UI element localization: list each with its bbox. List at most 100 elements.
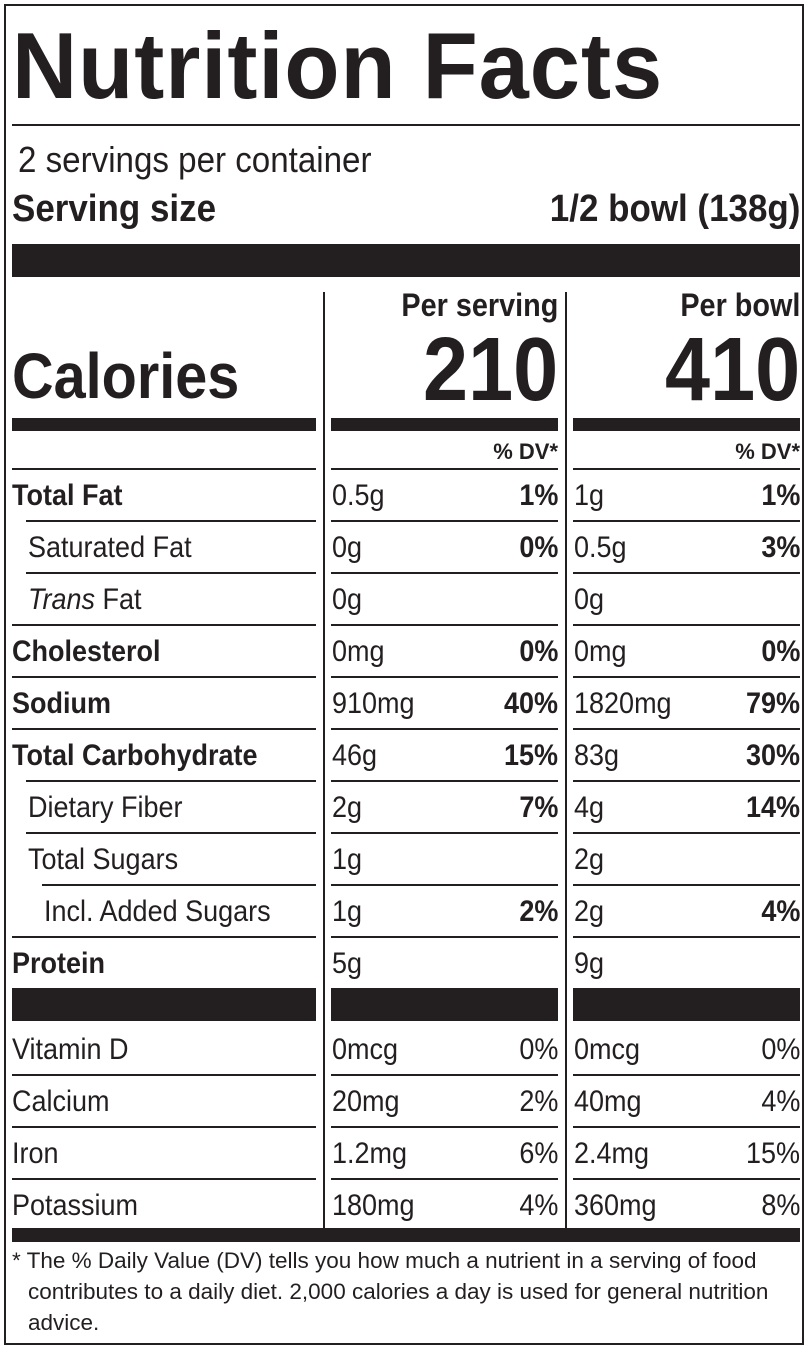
row-divider-bowl: [573, 780, 800, 782]
vitamin-serving-dv: 2%: [518, 1085, 558, 1118]
nutrient-label: Incl. Added Sugars: [44, 895, 271, 928]
vitamin-bowl-amount: 0mcg: [574, 1033, 641, 1066]
bowl-amount: 1g: [574, 479, 605, 512]
title-divider: [12, 124, 800, 126]
row-divider-label: [12, 676, 316, 678]
panel-title: Nutrition Facts: [12, 13, 664, 118]
serving-amount: 2g: [332, 791, 363, 824]
bowl-amount: 0mg: [574, 635, 627, 668]
bowl-amount: 1820mg: [574, 687, 672, 720]
bowl-dv: 79%: [745, 687, 800, 720]
bowl-amount: 2g: [574, 895, 605, 928]
vitamin-label: Iron: [12, 1137, 59, 1170]
row-divider-bowl: [573, 572, 800, 574]
row-divider-label: [12, 936, 316, 938]
footnote-line-2: contributes to a daily diet. 2,000 calor…: [28, 1279, 769, 1304]
vitamin-bar-mid: [331, 988, 558, 1021]
thick-bar-top: [12, 244, 800, 277]
footnote: * The % Daily Value (DV) tells you how m…: [12, 1245, 802, 1338]
column-divider-left: [323, 292, 325, 1229]
calories-bar-left: [12, 418, 316, 431]
row-divider-serving: [331, 624, 558, 626]
row-divider-label: [12, 728, 316, 730]
nutrient-label: Dietary Fiber: [28, 791, 183, 824]
row-divider-bowl: [573, 676, 800, 678]
row-divider-bowl: [573, 832, 800, 834]
serving-dv: 40%: [503, 687, 558, 720]
vitamin-label: Vitamin D: [12, 1033, 129, 1066]
vitamin-divider-bowl: [573, 1126, 800, 1128]
calories-bar-mid: [331, 418, 558, 431]
vitamin-bowl-amount: 360mg: [574, 1189, 657, 1222]
nutrient-label: Protein: [12, 947, 106, 980]
vitamin-serving-amount: 0mcg: [332, 1033, 399, 1066]
calories-label: Calories: [12, 340, 240, 412]
vitamin-divider-label: [12, 1074, 316, 1076]
row-divider-serving: [331, 936, 558, 938]
serving-dv: 2%: [518, 895, 558, 928]
thick-bar-bottom: [12, 1228, 800, 1242]
serving-dv: 7%: [518, 791, 558, 824]
vitamin-bowl-amount: 40mg: [574, 1085, 642, 1118]
row-divider-label: [12, 468, 316, 470]
row-divider-serving: [331, 520, 558, 522]
row-divider-bowl: [573, 520, 800, 522]
nutrient-label-italic: Trans: [28, 583, 96, 616]
row-divider-serving: [331, 832, 558, 834]
row-divider-serving: [331, 572, 558, 574]
row-divider-serving: [331, 780, 558, 782]
serving-dv: 15%: [503, 739, 558, 772]
row-divider-bowl: [573, 624, 800, 626]
serving-amount: 0g: [332, 531, 363, 564]
bowl-amount: 4g: [574, 791, 605, 824]
serving-amount: 46g: [332, 739, 378, 772]
serving-dv: 1%: [518, 479, 558, 512]
serving-dv: 0%: [518, 531, 558, 564]
row-divider-serving: [331, 676, 558, 678]
vitamin-bowl-amount: 2.4mg: [574, 1137, 650, 1170]
serving-amount: 0mg: [332, 635, 385, 668]
row-divider-label: [26, 520, 316, 522]
nutrient-label: Sodium: [12, 687, 111, 720]
row-divider-bowl: [573, 936, 800, 938]
nutrient-label: Total Carbohydrate: [12, 739, 258, 772]
calories-bar-right: [573, 418, 800, 431]
vitamin-divider-bowl: [573, 1178, 800, 1180]
row-divider-bowl: [573, 884, 800, 886]
dv-header-serving: % DV*: [493, 439, 558, 464]
per-bowl-header: Per bowl: [679, 287, 800, 323]
bowl-dv: 1%: [760, 479, 800, 512]
vitamin-serving-amount: 20mg: [332, 1085, 400, 1118]
nutrient-label-rest: Fat: [95, 583, 142, 616]
row-divider-serving: [331, 468, 558, 470]
vitamin-serving-amount: 180mg: [332, 1189, 415, 1222]
calories-per-bowl: 410: [664, 320, 800, 420]
bowl-amount: 0g: [574, 583, 605, 616]
row-divider-label: [42, 884, 316, 886]
row-divider-bowl: [573, 728, 800, 730]
footnote-line-1: * The % Daily Value (DV) tells you how m…: [12, 1248, 757, 1273]
vitamin-divider-serving: [331, 1126, 558, 1128]
bowl-amount: 0.5g: [574, 531, 627, 564]
nutrient-label: Cholesterol: [12, 635, 161, 668]
vitamin-label: Potassium: [12, 1189, 139, 1222]
serving-amount: 1g: [332, 843, 363, 876]
serving-size-value: 1/2 bowl (138g): [549, 188, 800, 230]
nutrient-label: Total Fat: [12, 479, 123, 512]
footnote-line-3: advice.: [28, 1310, 100, 1335]
row-divider-serving: [331, 884, 558, 886]
row-divider-label: [12, 624, 316, 626]
vitamin-divider-label: [12, 1178, 316, 1180]
per-serving-header: Per serving: [401, 287, 558, 323]
vitamin-bowl-dv: 4%: [760, 1085, 800, 1118]
row-divider-bowl: [573, 468, 800, 470]
bowl-dv: 4%: [760, 895, 800, 928]
bowl-dv: 14%: [745, 791, 800, 824]
vitamin-serving-amount: 1.2mg: [332, 1137, 408, 1170]
serving-amount: 5g: [332, 947, 363, 980]
nutrition-facts-panel: [4, 4, 804, 1345]
row-divider-label: [26, 780, 316, 782]
vitamin-divider-label: [12, 1126, 316, 1128]
vitamin-label: Calcium: [12, 1085, 110, 1118]
bowl-dv: 30%: [745, 739, 800, 772]
